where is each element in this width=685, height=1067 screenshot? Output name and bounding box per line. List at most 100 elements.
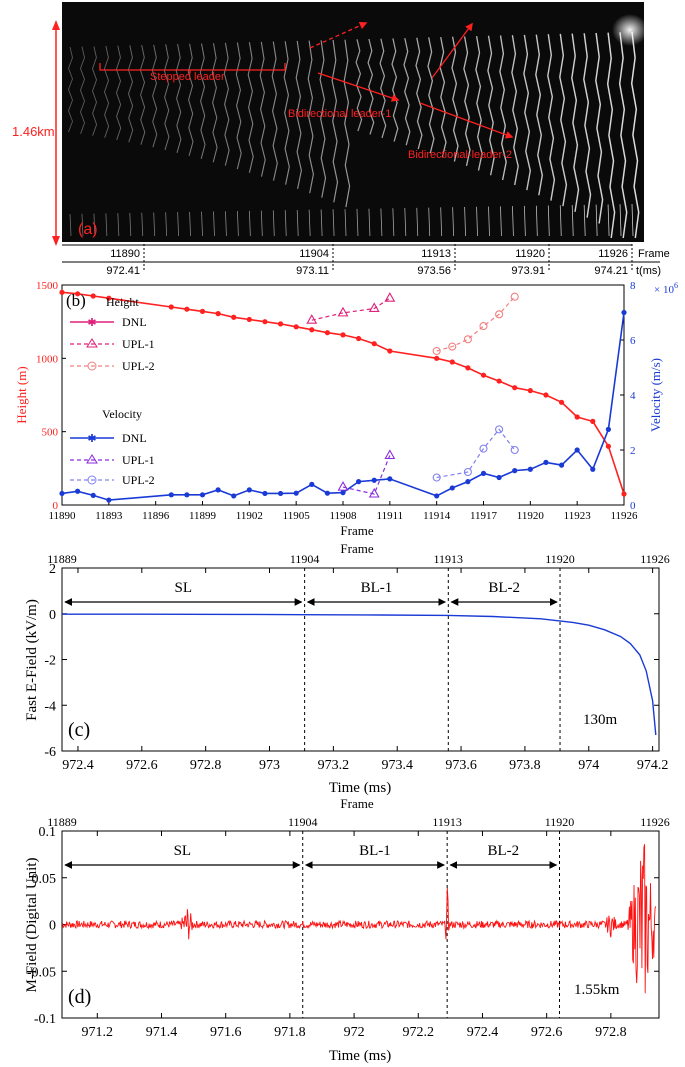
x-tick-label: 974: [578, 758, 599, 773]
leader-streak: [319, 40, 327, 198]
annotation-arrow-bl1-up: [309, 21, 368, 49]
series-velocity-upl2: [436, 428, 516, 479]
y-tick-label: 1500: [36, 280, 59, 292]
annotation-bidirectional-leader-2: Bidirectional-leader-2: [408, 149, 512, 161]
y2-tick-label: 6: [630, 335, 636, 347]
data-point: [621, 491, 627, 497]
leader-streak-bottom: [583, 204, 586, 237]
data-point: [384, 292, 396, 302]
leader-streak-bottom: [380, 208, 383, 237]
leader-streak-bottom: [105, 213, 108, 237]
x-tick-label: 973.6: [445, 758, 477, 773]
x-tick-label: 11917: [470, 510, 498, 522]
leader-streak-bottom: [248, 210, 251, 237]
data-point: [465, 365, 471, 371]
frame-tick-label: 11904: [299, 248, 329, 260]
data-point: [371, 341, 377, 347]
data-point: [368, 302, 380, 313]
x-tick-label: 11890: [48, 510, 76, 522]
annotation-arrow-bl2-down: [419, 102, 514, 139]
top-axis-frame-label: 11889: [47, 815, 77, 829]
x-tick-label: 11905: [283, 510, 311, 522]
panel-a-label: (a): [78, 221, 98, 238]
frame-tick-label: 11926: [598, 248, 628, 260]
leader-streak-bottom: [356, 208, 359, 237]
data-point: [479, 444, 488, 453]
leader-streak: [247, 42, 254, 173]
panel-b-legend: Height ✱ DNL UPL-1 UPL-2 Velocity ✱ DNL …: [70, 295, 155, 487]
time-tick-label: 973.11: [296, 265, 329, 277]
data-point: [512, 385, 518, 391]
leader-streak: [583, 33, 592, 218]
interval-label: BL-1: [361, 580, 393, 596]
data-point: [246, 316, 252, 323]
leader-streak: [535, 34, 544, 196]
data-point: [495, 310, 504, 319]
leader-streak: [547, 34, 556, 201]
x-tick-label: 972.6: [531, 1025, 563, 1040]
leader-streak: [331, 39, 339, 203]
leader-streak-bottom: [368, 208, 371, 237]
leader-streak-bottom: [320, 209, 323, 237]
data-point: [387, 348, 393, 354]
leader-streak-bottom: [523, 205, 526, 237]
x-tick-label: 11896: [142, 510, 170, 522]
leader-streak-bottom: [500, 206, 502, 237]
data-point: [59, 289, 65, 295]
data-point: [496, 378, 502, 384]
data-point: [449, 359, 455, 365]
leader-streak-bottom: [607, 204, 610, 237]
top-axis-frame-label: 11904: [288, 815, 318, 829]
leader-streak-bottom: [332, 209, 335, 237]
leader-streak: [139, 44, 146, 145]
data-point: [543, 459, 549, 465]
annotation-arrow-bl1-down: [317, 72, 400, 102]
data-point: [512, 468, 518, 474]
legend-height-dnl-marker: ✱: [87, 317, 96, 329]
interval-label: SL: [174, 843, 192, 859]
leader-streak: [451, 36, 459, 162]
x-tick-label: 11908: [329, 510, 357, 522]
leader-streak-bottom: [189, 211, 191, 237]
leader-streak-bottom: [344, 209, 347, 237]
legend-height-upl2-marker: [87, 361, 97, 371]
data-point: [246, 487, 252, 493]
leader-streak: [618, 32, 628, 239]
leader-streak-bottom: [547, 205, 550, 237]
x-tick-label: 973.2: [318, 758, 350, 773]
frame-tick-label: 11920: [515, 248, 545, 260]
time-tick-label: 973.91: [511, 265, 545, 277]
x-tick-label: 11914: [423, 510, 451, 522]
leader-streak: [487, 35, 495, 176]
annotation-bidirectional-leader-1: Bidirectional leader-1: [288, 108, 391, 120]
data-point: [168, 492, 174, 498]
data-point: [215, 487, 221, 493]
y-tick-label: -0.1: [34, 1012, 56, 1027]
data-point: [90, 293, 96, 299]
legend-velocity-upl1-marker: [86, 454, 98, 464]
y2-tick-label: 2: [630, 445, 636, 457]
leader-streak-bottom: [129, 212, 132, 237]
panel-c-distance: 130m: [583, 712, 618, 728]
series-height-upl2: [436, 296, 516, 352]
leader-streak: [307, 40, 314, 194]
top-axis-frame-label: 11913: [434, 552, 464, 566]
legend-height-upl1: UPL-1: [122, 337, 155, 351]
leader-streak-bottom: [93, 213, 96, 237]
x-tick-label: 971.8: [274, 1025, 306, 1040]
x-tick-label: 973.8: [509, 758, 541, 773]
y-tick-label: -2: [44, 654, 56, 669]
panel-d-chart: Frame 971.2 971.4 971.6 971.8 972 972.2 972.4 9…: [24, 796, 670, 1064]
data-point: [75, 488, 81, 494]
leader-streak: [439, 36, 447, 158]
data-point: [590, 466, 596, 472]
leader-streak: [595, 32, 604, 224]
legend-velocity-title: Velocity: [102, 407, 142, 421]
data-point: [340, 332, 346, 338]
legend-velocity-upl2-marker: [87, 475, 97, 485]
leader-streak: [223, 42, 230, 166]
leader-streak-bottom: [237, 211, 239, 237]
leader-streak-bottom: [452, 207, 455, 237]
leader-streak: [175, 44, 182, 153]
frame-tick-label: 11890: [110, 248, 140, 260]
